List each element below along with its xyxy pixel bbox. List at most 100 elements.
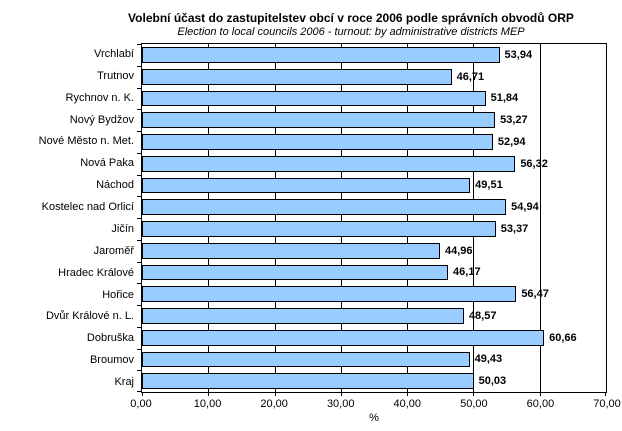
y-tick (137, 326, 142, 328)
bar-row: 49,43 (142, 349, 606, 371)
category-label: Jičín (111, 222, 134, 235)
category-label: Nové Město n. Met. (38, 135, 134, 148)
chart-title: Volební účast do zastupitelstev obcí v r… (128, 11, 574, 25)
bar-value-label: 46,71 (456, 70, 485, 83)
bar-row: 53,94 (142, 44, 606, 66)
y-tick (137, 283, 142, 285)
y-tick (137, 370, 142, 372)
category-label: Nová Paka (80, 157, 134, 170)
bar (142, 286, 517, 302)
y-tick (137, 305, 142, 306)
y-tick (137, 65, 142, 67)
bar (142, 90, 486, 107)
gridline (407, 44, 409, 392)
y-tick (137, 348, 142, 350)
bar-value-label: 44,96 (445, 244, 473, 257)
x-tick-label: 0,00 (130, 398, 152, 410)
bar-value-label: 54,94 (511, 201, 539, 214)
bar-value-label: 56,47 (521, 288, 549, 301)
x-tick-label: 70,00 (593, 398, 621, 410)
x-tick (142, 392, 143, 396)
bar-row: 60,66 (142, 327, 606, 349)
gridline (208, 44, 210, 392)
x-tick (407, 392, 409, 396)
x-tick (274, 392, 276, 396)
category-label: Hořice (102, 288, 134, 301)
y-axis-category-labels: Vrchlabí Trutnov Rychnov n. K. Nový Bydžov N… (0, 43, 134, 393)
bar-row: 53,37 (142, 218, 606, 240)
bar-rows: 53,94 46,71 51,84 53,27 52,94 56,32 49,51 54,94… (142, 44, 606, 392)
bar-value-label: 51,84 (490, 92, 519, 105)
bar (142, 47, 500, 63)
bar (142, 373, 474, 389)
gridline (539, 44, 541, 392)
bar-value-label: 49,43 (474, 353, 503, 366)
y-tick (137, 218, 142, 219)
bar (142, 177, 471, 194)
x-tick-label: 10,00 (193, 398, 222, 410)
category-label: Broumov (89, 354, 134, 367)
category-label: Vrchlabí (94, 47, 134, 60)
bar-row: 53,27 (142, 109, 606, 131)
bar (142, 155, 516, 172)
bar (142, 329, 545, 346)
bar-value-label: 50,03 (478, 375, 507, 388)
bar-value-label: 52,94 (497, 135, 526, 148)
bar-value-label: 60,66 (549, 331, 577, 344)
y-tick (137, 174, 142, 176)
bar (142, 221, 496, 237)
bar-row: 56,47 (142, 283, 606, 305)
x-tick (539, 392, 541, 396)
bar-row: 49,51 (142, 175, 606, 197)
category-label: Kostelec nad Orlicí (41, 201, 134, 214)
category-label: Nový Bydžov (69, 113, 134, 126)
y-tick (137, 196, 142, 198)
bar (142, 68, 452, 85)
category-label: Rychnov n. K. (65, 91, 134, 104)
y-tick (137, 391, 142, 392)
x-axis-title: % (369, 412, 379, 424)
bar-value-label: 53,27 (500, 114, 528, 127)
bar (142, 112, 496, 128)
bar (142, 264, 449, 281)
x-axis-tick-labels: 0,00 10,00 20,00 30,00 40,00 50,00 60,00 70,00 (0, 398, 622, 412)
x-tick-label: 20,00 (260, 398, 288, 410)
gridline (340, 44, 342, 392)
bar-value-label: 53,37 (500, 222, 529, 235)
bar-row: 46,17 (142, 262, 606, 284)
category-label: Kraj (114, 376, 134, 389)
bar-row: 52,94 (142, 131, 606, 153)
bar-row: 56,32 (142, 153, 606, 175)
bar-value-label: 53,94 (504, 48, 533, 61)
x-tick-label: 50,00 (460, 398, 488, 410)
category-label: Trutnov (97, 69, 134, 82)
x-tick (208, 392, 210, 396)
y-tick (137, 152, 142, 154)
category-label: Dvůr Králové n. L. (45, 310, 134, 323)
y-tick (137, 239, 142, 241)
plot-area: 53,94 46,71 51,84 53,27 52,94 56,32 49,51 54,94… (137, 43, 607, 396)
bar-row: 44,96 (142, 240, 606, 262)
category-label: Dobruška (86, 332, 134, 345)
x-tick (605, 392, 606, 396)
bar (142, 134, 493, 150)
bar (142, 199, 507, 215)
y-tick (137, 261, 142, 263)
category-label: Náchod (96, 179, 134, 192)
category-label: Jaroměř (93, 244, 134, 257)
y-tick (137, 44, 142, 45)
bar-row: 51,84 (142, 88, 606, 110)
bar-row: 46,71 (142, 66, 606, 88)
x-tick-label: 30,00 (326, 398, 355, 410)
x-tick (473, 392, 475, 396)
bar (142, 242, 441, 259)
bar-value-label: 49,51 (475, 179, 503, 192)
y-tick (137, 131, 142, 132)
bar-row: 48,57 (142, 305, 606, 327)
bar-value-label: 56,32 (520, 157, 548, 170)
bar (142, 308, 464, 324)
bar (142, 351, 470, 368)
gridline (274, 44, 276, 392)
chart-subtitle: Election to local councils 2006 - turnou… (177, 26, 525, 38)
